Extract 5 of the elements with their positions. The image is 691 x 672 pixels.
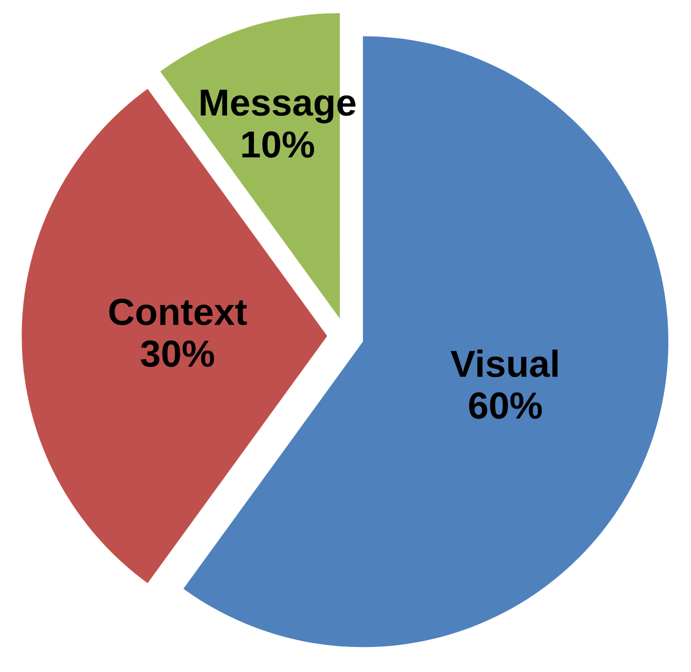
data-label: 30% (140, 340, 214, 367)
slice-label: Visual (450, 350, 558, 378)
slice-label: Context (109, 298, 247, 326)
data-label: 10% (242, 131, 314, 158)
data-label: 60% (469, 392, 542, 419)
